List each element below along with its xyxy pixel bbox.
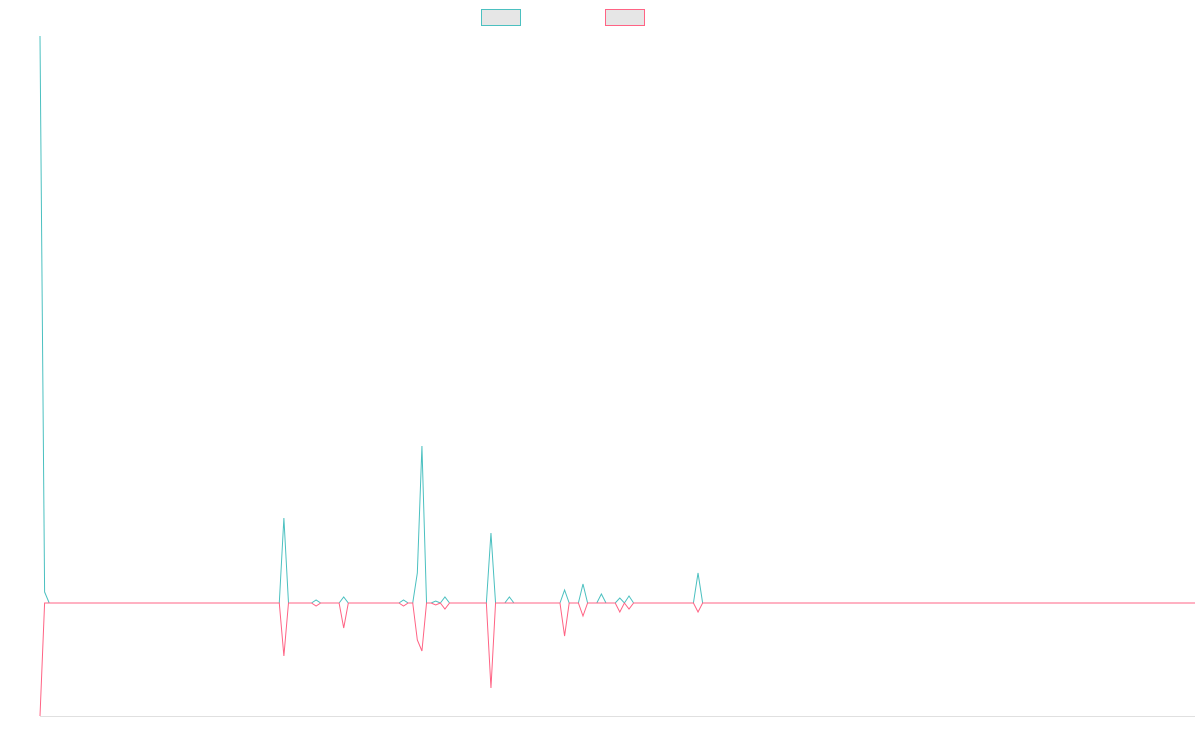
- series-line: [39, 35, 1195, 604]
- series-line: [39, 602, 1195, 717]
- legend-swatch[interactable]: [605, 9, 645, 26]
- legend-swatch[interactable]: [481, 9, 521, 26]
